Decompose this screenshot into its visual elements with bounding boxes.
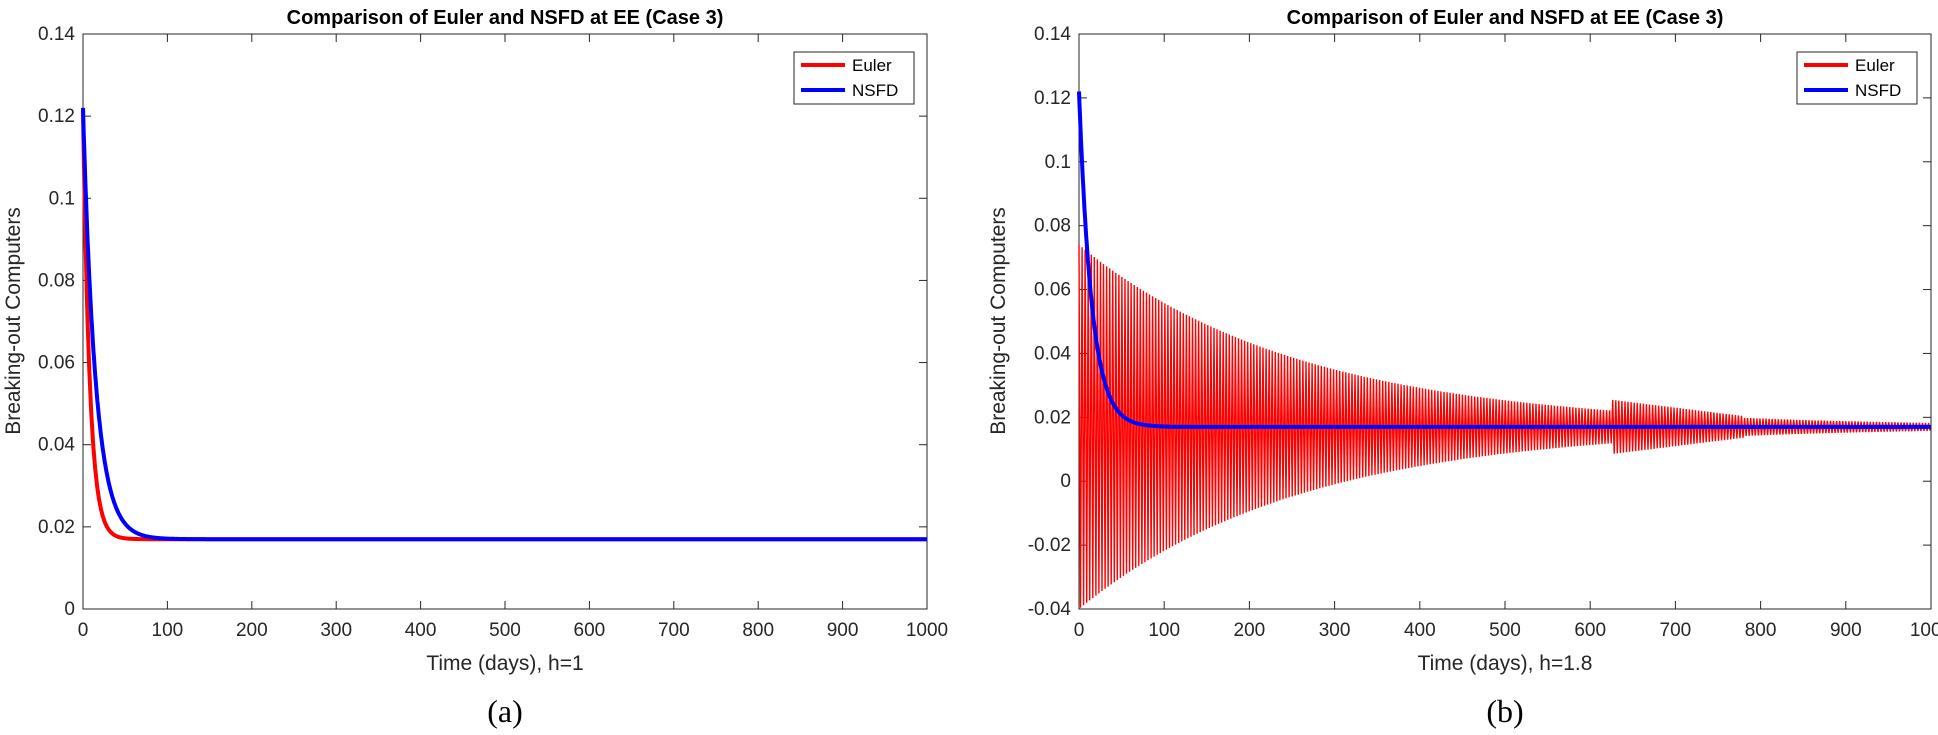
- y-tick-label-b: 0.12: [1034, 88, 1071, 109]
- y-tick-label-a: 0.06: [38, 353, 75, 374]
- y-tick-label-b: 0.04: [1034, 343, 1071, 364]
- legend-nsfd-label-b: NSFD: [1855, 81, 1901, 100]
- plot-area-a: [82, 33, 928, 610]
- y-axis-b: -0.04 -0.02 0 0.02 0.04 0.06 0.08 0.1 0.12 0.14: [1028, 24, 1931, 620]
- y-tick-label-b: 0.14: [1034, 24, 1071, 45]
- x-tick-label-b: 800: [1745, 620, 1777, 641]
- legend-a: Euler NSFD: [793, 51, 915, 105]
- chart-title-b: Comparison of Euler and NSFD at EE (Case…: [1287, 7, 1724, 29]
- y-tick-label-a: 0.08: [38, 270, 75, 291]
- x-axis-label-a: Time (days), h=1: [426, 652, 583, 675]
- y-tick-label-b: 0.02: [1034, 407, 1071, 428]
- x-tick-label-a: 300: [320, 620, 352, 641]
- x-tick-label-a: 200: [236, 620, 268, 641]
- caption-a: (a): [487, 693, 523, 729]
- series-lines-b: [1077, 91, 1931, 608]
- x-axis-b: 0 100 200 300 400 500 600 700 800 900 1000: [1074, 34, 1938, 641]
- y-tick-label-b: 0.08: [1034, 216, 1071, 237]
- x-tick-label-b: 0: [1074, 620, 1085, 641]
- x-tick-label-b: 600: [1574, 620, 1606, 641]
- x-tick-label-a: 100: [152, 620, 184, 641]
- series-line-nsfd-a: [81, 107, 927, 542]
- x-tick-label-a: 0: [78, 620, 89, 641]
- y-tick-label-b: 0.1: [1045, 152, 1071, 173]
- x-tick-label-a: 800: [742, 620, 774, 641]
- y-tick-label-a: 0.1: [49, 188, 75, 209]
- y-tick-label-b: -0.04: [1028, 599, 1072, 620]
- y-axis-label-b: Breaking-out Computers: [987, 207, 1010, 435]
- x-tick-label-b: 700: [1660, 620, 1692, 641]
- legend-b: Euler NSFD: [1796, 51, 1918, 105]
- x-tick-label-a: 700: [658, 620, 690, 641]
- legend-euler-label-b: Euler: [1855, 56, 1895, 75]
- chart-title-a: Comparison of Euler and NSFD at EE (Case…: [287, 7, 724, 29]
- legend-box-a: [793, 51, 915, 105]
- x-tick-label-a: 400: [405, 620, 437, 641]
- legend-box-b: [1796, 51, 1918, 105]
- y-tick-label-a: 0.04: [38, 435, 75, 456]
- y-tick-label-a: 0.02: [38, 517, 75, 538]
- y-tick-label-b: 0: [1060, 471, 1071, 492]
- x-tick-label-b: 900: [1830, 620, 1862, 641]
- y-axis-label-a: Breaking-out Computers: [2, 207, 25, 435]
- chart-panel-a: Comparison of Euler and NSFD at EE (Case…: [2, 7, 948, 675]
- x-tick-label-b: 300: [1319, 620, 1351, 641]
- y-tick-label-a: 0: [64, 599, 75, 620]
- y-tick-label-b: -0.02: [1028, 535, 1071, 556]
- series-line-nsfd-b: [1077, 91, 1931, 429]
- x-tick-label-b: 100: [1148, 620, 1180, 641]
- x-tick-label-a: 500: [489, 620, 521, 641]
- x-tick-label-a: 600: [574, 620, 606, 641]
- y-tick-label-b: 0.06: [1034, 280, 1071, 301]
- chart-panel-b: Comparison of Euler and NSFD at EE (Case…: [987, 7, 1938, 675]
- y-tick-label-a: 0.14: [38, 24, 75, 45]
- x-tick-label-b: 400: [1404, 620, 1436, 641]
- x-tick-label-b: 1000: [1910, 620, 1938, 641]
- legend-nsfd-label-a: NSFD: [852, 81, 898, 100]
- y-tick-label-a: 0.12: [38, 106, 75, 127]
- x-tick-label-b: 200: [1234, 620, 1266, 641]
- x-axis-label-b: Time (days), h=1.8: [1418, 652, 1593, 675]
- y-axis-a: 0 0.02 0.04 0.06 0.08 0.1 0.12 0.14: [38, 24, 927, 620]
- x-tick-label-a: 1000: [906, 620, 948, 641]
- x-tick-label-b: 500: [1489, 620, 1521, 641]
- legend-euler-label-a: Euler: [852, 56, 892, 75]
- x-axis-a: 0 100 200 300 400 500 600 700 800 900 1000: [78, 34, 948, 641]
- caption-b: (b): [1486, 693, 1523, 729]
- x-tick-label-a: 900: [827, 620, 859, 641]
- series-lines-a: [81, 107, 927, 542]
